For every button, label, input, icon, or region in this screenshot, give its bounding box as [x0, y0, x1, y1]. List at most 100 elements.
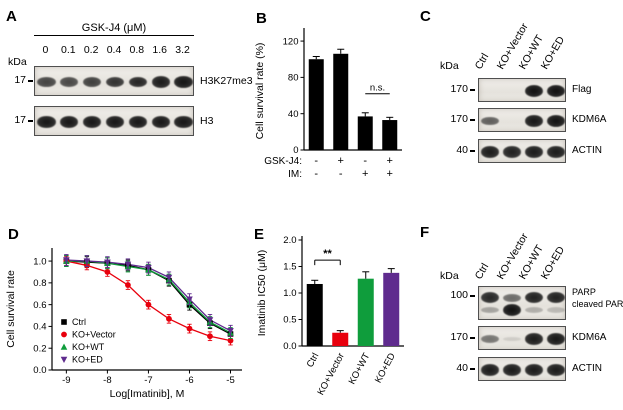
- y-tick-label: 0.6: [33, 300, 46, 311]
- panel-d-dose-response-chart: D 0.0 0.2 0.4 0.6 0.8 1.0 -9 -8 -7 -6 -5 Log[Imatin…: [2, 224, 252, 410]
- protein-band: [547, 85, 565, 97]
- blot-target-label: H3: [200, 115, 214, 127]
- legend-label: Ctrl: [72, 317, 86, 327]
- bar-3: [383, 272, 400, 346]
- condition-sign: -: [314, 155, 318, 167]
- protein-band: [525, 364, 543, 376]
- marker-dash: [470, 368, 475, 370]
- protein-band: [525, 307, 543, 314]
- marker-square: [61, 319, 67, 325]
- protein-band: [547, 307, 565, 313]
- condition-sign: -: [363, 155, 367, 167]
- lane-label: Ctrl: [472, 51, 492, 72]
- y-tick-label: 0.4: [33, 322, 46, 333]
- panel-e-ic50-bar-chart: E 0.0 0.5 1.0 1.5 2.0 Imatinib IC50 (μM) ** Ctr…: [252, 224, 414, 410]
- marker-circle: [186, 325, 193, 332]
- y-tick-label: 0.0: [283, 341, 296, 352]
- bar-2: [357, 278, 374, 346]
- y-tick-label: 0.0: [33, 365, 46, 376]
- blot-membrane: [478, 326, 566, 350]
- protein-band: [128, 116, 147, 128]
- dose-label: 3.2: [175, 44, 190, 56]
- marker-triangle-down: [124, 261, 132, 268]
- condition-sign: +: [362, 168, 368, 180]
- blot-target-label: ACTIN: [572, 363, 602, 374]
- kda-marker: 170: [450, 331, 468, 343]
- protein-band: [105, 76, 125, 88]
- x-category-label: KO+ED: [373, 351, 398, 385]
- condition-sign: -: [339, 168, 343, 180]
- y-tick-label: 0.2: [33, 343, 46, 354]
- protein-band: [83, 116, 102, 128]
- condition-row-label: IM:: [288, 169, 302, 180]
- protein-band: [151, 76, 170, 88]
- marker-dash: [28, 80, 33, 82]
- y-axis-title: Cell survival rate: [5, 270, 17, 348]
- kda-axis-label: kDa: [440, 270, 459, 282]
- kda-marker: 100: [450, 289, 468, 301]
- marker-triangle-down: [60, 356, 68, 363]
- panel-f-content: Ctrl KO+Vector KO+WT KO+ED kDa 100 PARP cleaved…: [416, 224, 623, 410]
- sig-label: n.s.: [370, 83, 385, 94]
- protein-band: [60, 116, 79, 128]
- condition-sign: +: [387, 168, 393, 180]
- marker-dash: [470, 119, 475, 121]
- blot-target-label: KDM6A: [572, 114, 607, 125]
- bar-1: [332, 332, 349, 346]
- protein-band: [174, 116, 193, 128]
- lane-label: Ctrl: [472, 261, 492, 282]
- x-tick-label: -5: [226, 375, 234, 386]
- panel-e-label: E: [254, 226, 265, 243]
- panel-f-apoptosis-western: F Ctrl KO+Vector KO+WT KO+ED kDa 100 PARP cleav…: [416, 224, 623, 410]
- dose-label: 0.2: [83, 44, 99, 56]
- panel-a-label: A: [6, 8, 17, 25]
- marker-dash: [470, 150, 475, 152]
- dose-label: 0.8: [129, 44, 145, 56]
- protein-band: [83, 77, 102, 87]
- y-tick-label: 80: [288, 73, 299, 84]
- marker-circle: [166, 315, 172, 322]
- protein-band: [37, 116, 56, 128]
- y-tick-label: 40: [288, 109, 299, 120]
- protein-band: [481, 146, 499, 158]
- protein-band: [503, 146, 521, 158]
- sig-label: **: [323, 248, 332, 260]
- protein-band: [547, 292, 565, 304]
- blot-membrane: [478, 286, 566, 320]
- protein-band: [37, 77, 56, 87]
- marker-circle: [207, 333, 213, 340]
- protein-band: [481, 335, 499, 343]
- blot-target-label: PARP: [572, 287, 596, 297]
- blot-membrane: [478, 357, 566, 381]
- survival-bar-chart: 0 40 80 120 Cell survival rate (%) n.s. GSK-J4…: [254, 28, 402, 180]
- condition-sign: -: [314, 168, 318, 180]
- kda-marker: 40: [456, 362, 468, 374]
- protein-band: [60, 77, 79, 87]
- dose-label: 0.1: [60, 44, 76, 56]
- panel-c-rescue-western: C Ctrl KO+Vector KO+WT KO+ED kDa 170 Flag 170 KD…: [416, 8, 623, 214]
- legend-label: KO+ED: [72, 355, 103, 365]
- kda-marker: 17: [14, 114, 26, 126]
- protein-band: [525, 85, 543, 97]
- blot-membrane: [34, 106, 194, 136]
- protein-band: [503, 304, 521, 316]
- y-tick-label: 120: [283, 36, 299, 47]
- panel-b-label: B: [256, 10, 267, 27]
- protein-band: [481, 292, 499, 304]
- blot-target-label: H3K27me3: [200, 75, 253, 87]
- bar-0: [306, 283, 323, 346]
- treatment-title: GSK-J4 (μM): [34, 22, 194, 36]
- marker-circle: [61, 331, 67, 338]
- dose-label: 0: [42, 44, 49, 56]
- x-tick-label: -7: [144, 375, 152, 386]
- protein-band: [481, 306, 499, 314]
- panel-c-label: C: [420, 8, 431, 25]
- marker-circle: [125, 282, 131, 288]
- y-axis-title: Cell survival rate (%): [254, 43, 266, 140]
- kda-axis-label: kDa: [440, 60, 459, 72]
- x-tick-label: -8: [103, 375, 111, 386]
- marker-circle: [104, 269, 111, 275]
- marker-circle: [227, 337, 234, 344]
- protein-band: [547, 333, 565, 345]
- protein-band: [481, 364, 499, 376]
